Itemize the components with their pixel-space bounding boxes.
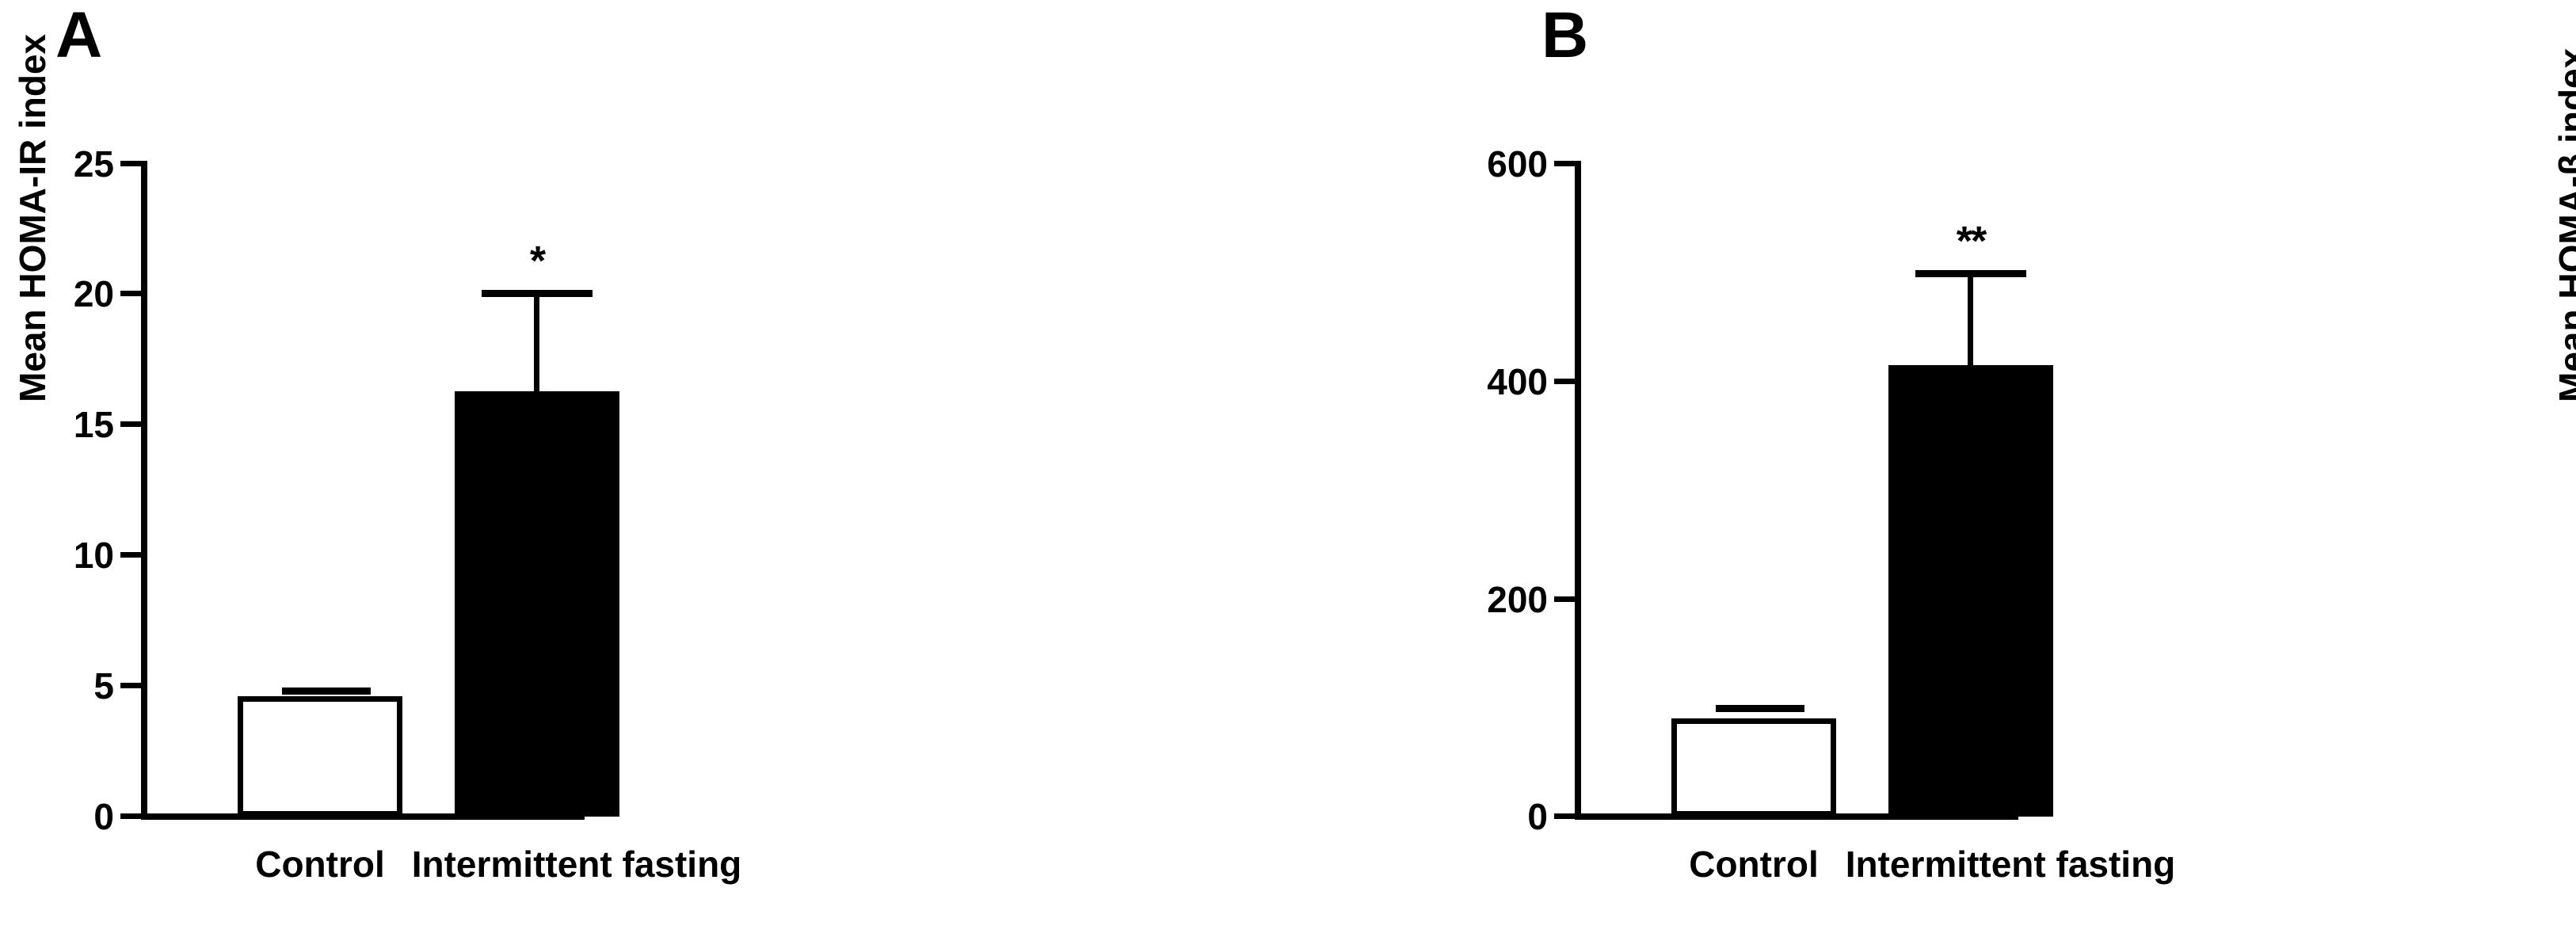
- panel-a-y-axis-label: Mean HOMA-IR index: [12, 33, 53, 402]
- panel-b-category-label-control: Control: [1689, 844, 1819, 885]
- panel-a-category-label-control: Control: [255, 844, 385, 885]
- panel-b-y-axis-label: Mean HOMA-β index: [2551, 48, 2576, 402]
- panel-b-tick-0: [1554, 813, 1576, 819]
- panel-a-tick-5: [120, 683, 143, 688]
- panel-b-tick-200: [1554, 596, 1576, 602]
- panel-a-ticklabel-5: 5: [93, 665, 114, 707]
- panel-a-ticklabel-10: 10: [73, 535, 114, 576]
- panel-b-ticklabel-0: 0: [1527, 796, 1548, 837]
- panel-b-errorbar-stem-intermittent-fasting: [1968, 272, 1973, 369]
- panel-a-tick-25: [120, 161, 143, 166]
- panel-a-category-label-intermittent-fasting: Intermittent fasting: [411, 844, 742, 885]
- panel-a-tick-10: [120, 552, 143, 558]
- panel-a-tick-0: [120, 813, 143, 819]
- panel-a-errorcap-intermittent-fasting: [482, 290, 593, 297]
- panel-a-ticklabel-0: 0: [93, 796, 114, 837]
- panel-a: A Mean HOMA-IR index 25 20 15 10 5 0 *: [12, 0, 742, 885]
- panel-b-bar-control: [1671, 718, 1836, 817]
- panel-b-ticklabel-400: 400: [1487, 361, 1548, 402]
- panel-a-bar-intermittent-fasting: [455, 391, 619, 817]
- panel-b-bar-intermittent-fasting: [1888, 365, 2053, 817]
- panel-a-errorbar-stem-intermittent-fasting: [534, 292, 539, 395]
- panel-b-y-axis-spine: [1575, 161, 1581, 818]
- panel-b-errorcap-intermittent-fasting: [1915, 270, 2026, 277]
- panel-a-significance-marker: *: [529, 238, 546, 284]
- panel-a-y-axis-spine: [141, 161, 147, 818]
- panel-a-tick-20: [120, 291, 143, 296]
- panel-b-ticklabel-600: 600: [1487, 143, 1548, 185]
- panel-b: B Mean HOMA-β index 600 400 200 0 ** Con…: [1288, 0, 2576, 937]
- panel-b-x-axis-line: [1575, 813, 2018, 820]
- panel-a-ticklabel-15: 15: [73, 404, 114, 445]
- panel-b-category-label-intermittent-fasting: Intermittent fasting: [1845, 844, 2176, 885]
- panel-a-bar-control: [238, 696, 402, 817]
- panel-a-ticklabel-25: 25: [73, 143, 114, 185]
- panel-b-significance-marker: **: [1956, 219, 1987, 265]
- panel-b-letter: B: [1541, 0, 1589, 71]
- panel-a-letter: A: [55, 0, 103, 71]
- panel-a-x-axis-line: [141, 813, 585, 820]
- panel-a-ticklabel-20: 20: [73, 273, 114, 314]
- panel-b-errorcap-control: [1716, 705, 1804, 712]
- panel-a-errorcap-control: [282, 688, 371, 695]
- panel-b-tick-400: [1554, 379, 1576, 384]
- panel-b-ticklabel-200: 200: [1487, 579, 1548, 620]
- panel-a-tick-15: [120, 421, 143, 427]
- panel-b-tick-600: [1554, 161, 1576, 166]
